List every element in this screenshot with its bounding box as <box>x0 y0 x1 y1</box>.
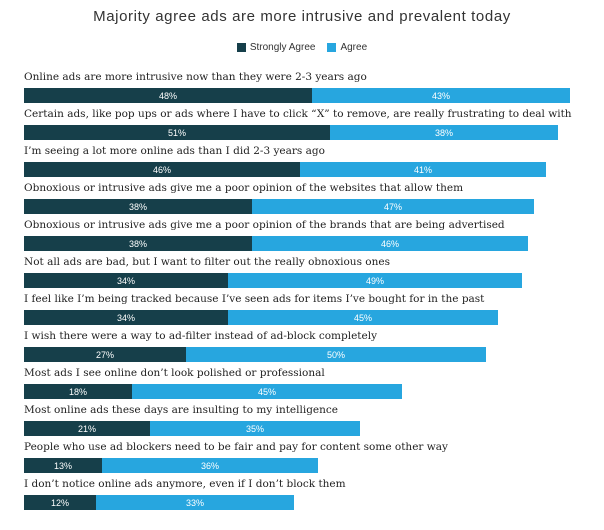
bar-agree: 49% <box>228 273 522 288</box>
category-label: Obnoxious or intrusive ads give me a poo… <box>24 219 505 231</box>
bar-agree: 46% <box>252 236 528 251</box>
bar-strongly-agree: 34% <box>24 273 228 288</box>
bar-agree: 45% <box>228 310 498 325</box>
bar-agree: 45% <box>132 384 402 399</box>
legend-label-agree: Agree <box>340 42 368 53</box>
legend: Strongly Agree Agree <box>0 42 604 53</box>
bar-strongly-agree: 38% <box>24 199 252 214</box>
bar-agree: 47% <box>252 199 534 214</box>
category-label: I’m seeing a lot more online ads than I … <box>24 145 325 157</box>
legend-label-strongly-agree: Strongly Agree <box>249 42 316 53</box>
bar-strongly-agree: 21% <box>24 421 150 436</box>
legend-swatch-strongly-agree <box>236 43 246 52</box>
category-label: Online ads are more intrusive now than t… <box>24 71 367 83</box>
bar-strongly-agree: 48% <box>24 88 312 103</box>
bar-agree: 36% <box>102 458 318 473</box>
category-label: I don’t notice online ads anymore, even … <box>24 478 346 490</box>
category-label: Obnoxious or intrusive ads give me a poo… <box>24 182 464 194</box>
category-label: Most online ads these days are insulting… <box>24 404 339 416</box>
bar-agree: 38% <box>330 125 558 140</box>
bar-strongly-agree: 13% <box>24 458 102 473</box>
bar-agree: 35% <box>150 421 360 436</box>
category-label: Certain ads, like pop ups or ads where I… <box>24 108 572 120</box>
bar-strongly-agree: 51% <box>24 125 330 140</box>
bar-strongly-agree: 38% <box>24 236 252 251</box>
bar-agree: 43% <box>312 88 570 103</box>
category-label: People who use ad blockers need to be fa… <box>24 441 448 453</box>
bar-agree: 41% <box>300 162 546 177</box>
category-label: I wish there were a way to ad-filter ins… <box>24 330 378 342</box>
legend-swatch-agree <box>327 43 337 52</box>
legend-item-agree: Agree <box>327 42 367 53</box>
category-label: Not all ads are bad, but I want to filte… <box>24 256 390 268</box>
bar-agree: 50% <box>186 347 486 362</box>
category-label: Most ads I see online don’t look polishe… <box>24 367 325 379</box>
bar-strongly-agree: 18% <box>24 384 132 399</box>
bar-strongly-agree: 34% <box>24 310 228 325</box>
legend-item-strongly-agree: Strongly Agree <box>236 42 316 53</box>
bar-strongly-agree: 46% <box>24 162 300 177</box>
bar-strongly-agree: 12% <box>24 495 96 510</box>
bar-strongly-agree: 27% <box>24 347 186 362</box>
bar-agree: 33% <box>96 495 294 510</box>
chart-title: Majority agree ads are more intrusive an… <box>93 8 511 25</box>
category-label: I feel like I’m being tracked because I’… <box>24 293 485 305</box>
